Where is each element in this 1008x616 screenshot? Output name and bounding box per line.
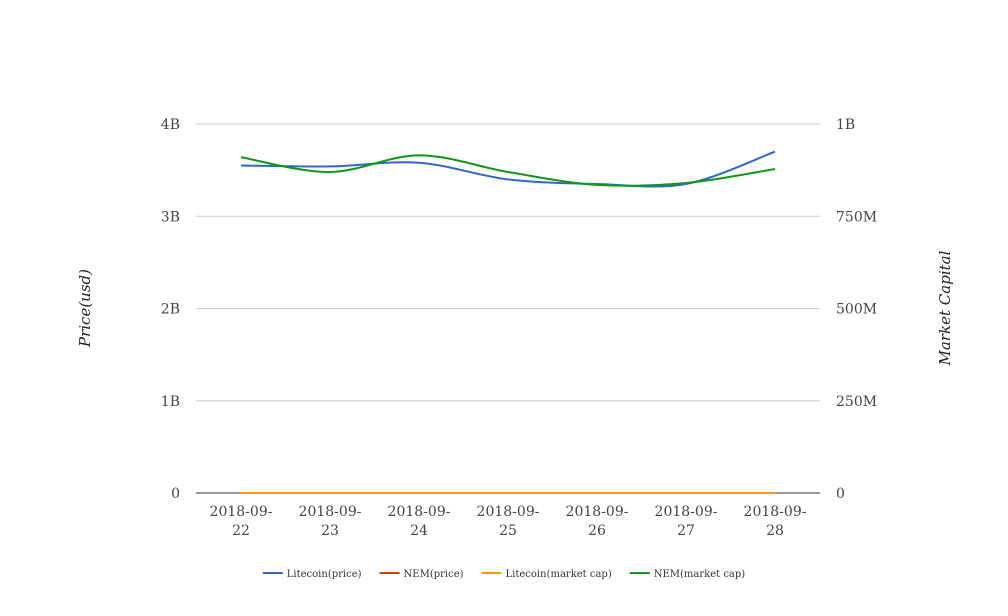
- y-axis-right-title: Market Capital: [936, 250, 954, 366]
- gridlines: [196, 123, 820, 402]
- y-right-tick-label: 750M: [836, 209, 877, 225]
- x-tick-label: 2018-09-25: [477, 504, 540, 539]
- y-right-tick-label: 500M: [836, 302, 877, 318]
- y-left-tick-label: 2B: [161, 302, 180, 318]
- legend-item[interactable]: NEM(price): [379, 569, 464, 580]
- legend-label: Litecoin(market cap): [506, 569, 612, 580]
- y-left-tick-label: 3B: [161, 209, 180, 225]
- y-axis-left-ticks: 0 1B 2B 3B 4B: [161, 117, 180, 502]
- legend-label: NEM(market cap): [654, 569, 746, 580]
- y-left-tick-label: 0: [171, 486, 180, 502]
- legend-item[interactable]: Litecoin(price): [262, 569, 362, 580]
- legend-label: Litecoin(price): [287, 569, 362, 580]
- legend-label: NEM(price): [404, 569, 464, 580]
- y-left-tick-label: 1B: [161, 394, 180, 410]
- x-axis-ticks: 2018-09-22 2018-09-23 2018-09-24 2018-09-25…: [210, 504, 807, 539]
- legend: Litecoin(price) NEM(price) Litecoin(market…: [262, 569, 746, 580]
- x-tick-label: 2018-09-23: [299, 504, 362, 539]
- legend-item[interactable]: NEM(market cap): [629, 569, 746, 580]
- legend-item[interactable]: Litecoin(market cap): [481, 569, 612, 580]
- x-tick-label: 2018-09-24: [388, 504, 451, 539]
- y-right-tick-label: 250M: [836, 394, 877, 410]
- x-tick-label: 2018-09-26: [566, 504, 629, 539]
- y-right-tick-label: 1B: [836, 117, 855, 133]
- y-axis-right-ticks: 0 250M 500M 750M 1B: [836, 117, 877, 502]
- series-lines: [240, 150, 776, 495]
- series-line-nem-market-cap: [240, 154, 776, 187]
- y-axis-left-title: Price(usd): [76, 269, 94, 348]
- x-tick-label: 2018-09-28: [744, 504, 807, 539]
- y-left-tick-label: 4B: [161, 117, 180, 133]
- x-tick-label: 2018-09-27: [655, 504, 718, 539]
- x-tick-label: 2018-09-22: [210, 504, 273, 539]
- y-right-tick-label: 0: [836, 486, 845, 502]
